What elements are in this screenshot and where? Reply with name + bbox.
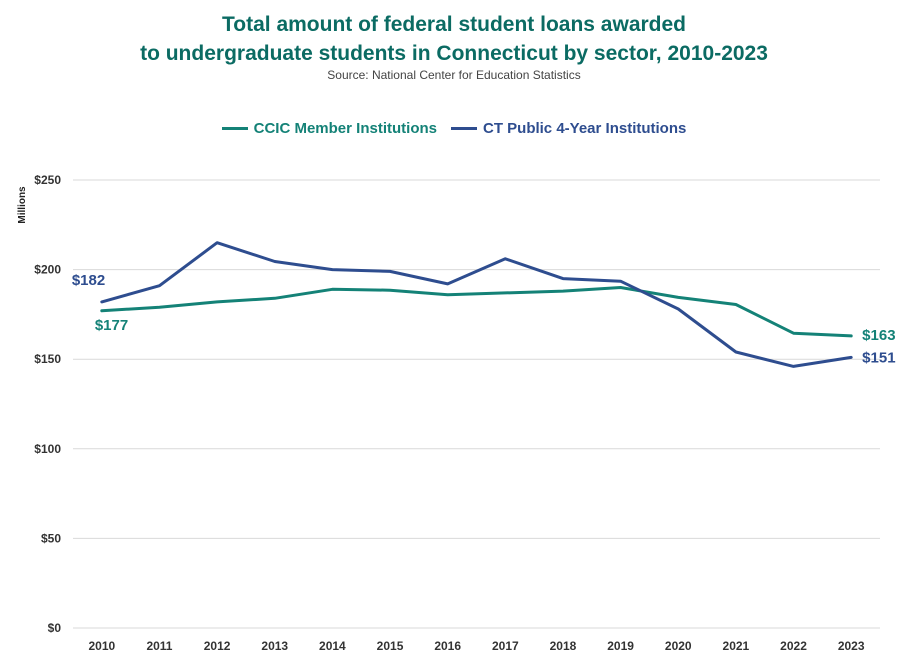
x-tick-label: 2012 bbox=[204, 639, 231, 653]
data-label-ccic-end: $163 bbox=[862, 327, 895, 344]
x-tick-label: 2020 bbox=[665, 639, 692, 653]
x-tick-label: 2013 bbox=[261, 639, 288, 653]
legend-swatch-ccic bbox=[221, 127, 248, 130]
y-tick-label: $250 bbox=[34, 173, 61, 187]
x-tick-label: 2019 bbox=[607, 639, 634, 653]
data-label-ccic-start: $177 bbox=[95, 317, 128, 334]
legend-label-ccic: CCIC Member Institutions bbox=[253, 120, 437, 137]
x-tick-label: 2018 bbox=[550, 639, 577, 653]
data-label-public-end: $151 bbox=[862, 349, 895, 366]
x-tick-label: 2014 bbox=[319, 639, 346, 653]
x-tick-label: 2010 bbox=[88, 639, 115, 653]
y-tick-label: $0 bbox=[48, 621, 62, 635]
x-tick-label: 2022 bbox=[780, 639, 807, 653]
x-tick-label: 2017 bbox=[492, 639, 519, 653]
chart-subtitle: Source: National Center for Education St… bbox=[327, 68, 581, 82]
x-tick-label: 2011 bbox=[146, 639, 172, 653]
series-line-public bbox=[100, 241, 853, 368]
y-tick-label: $150 bbox=[34, 352, 61, 366]
series-line-ccic bbox=[100, 286, 853, 338]
y-tick-label: $100 bbox=[34, 442, 61, 456]
y-tick-label: $200 bbox=[34, 263, 61, 277]
data-label-public-start: $182 bbox=[72, 272, 105, 289]
chart-title-line-1: Total amount of federal student loans aw… bbox=[222, 13, 686, 36]
y-axis-title: Millions bbox=[17, 186, 28, 224]
legend-label-public: CT Public 4-Year Institutions bbox=[482, 120, 687, 137]
legend: CCIC Member Institutions CT Public 4-Yea… bbox=[0, 120, 908, 137]
chart-title-line-2: to undergraduate students in Connecticut… bbox=[140, 42, 768, 65]
legend-swatch-public bbox=[450, 127, 477, 130]
x-tick-label: 2021 bbox=[723, 639, 750, 653]
legend-item-public: CT Public 4-Year Institutions bbox=[450, 120, 687, 137]
x-tick-label: 2015 bbox=[377, 639, 404, 653]
x-tick-label: 2023 bbox=[838, 639, 865, 653]
y-tick-label: $50 bbox=[41, 531, 61, 545]
x-tick-label: 2016 bbox=[434, 639, 461, 653]
legend-item-ccic: CCIC Member Institutions bbox=[221, 120, 437, 137]
